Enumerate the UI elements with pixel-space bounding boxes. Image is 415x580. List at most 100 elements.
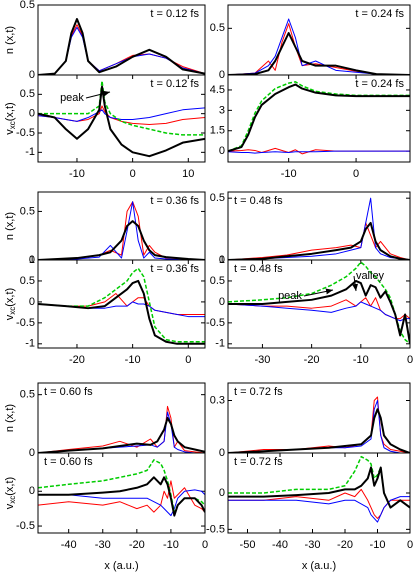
data-line [38,220,205,260]
panel: 0 0.5 t = 0.60 fs n (x,t) [4,382,206,459]
data-line [38,459,205,513]
y-tick-label: 0.5 [20,0,35,11]
y-tick-label: 0 [29,296,35,308]
y-label-rest: (x,t) [4,288,16,307]
panel-frame [37,74,206,163]
panel: 0 0.5 t = 0.48 fs [210,191,411,266]
data-line [38,85,205,158]
data-line [38,417,205,453]
x-tick-label: -20 [129,539,145,551]
data-line [38,279,205,345]
y-label-text: v [4,503,16,509]
panel-frame [37,452,206,534]
x-tick-label: -40 [61,539,77,551]
annotation: peak [278,290,302,302]
y-tick-label: 0.5 [210,192,225,204]
plot-area [38,201,205,260]
plot-area [228,18,410,75]
y-axis-label: vxc(x,t) [4,102,17,134]
x-tick-label: -10 [163,539,179,551]
y-tick-label: 0 [219,145,225,157]
data-line [228,83,410,153]
data-line [38,293,205,315]
x-tick-label: -20 [337,539,353,551]
y-tick-label: 0.5 [20,88,35,100]
x-tick-label: -30 [305,539,321,551]
y-label-text: v [4,314,16,320]
panel-title: t = 0.72 fs [234,386,283,398]
y-tick-label: 0.5 [210,275,225,287]
y-tick-label: 0 [29,108,35,120]
y-label-text: n (x,t) [4,26,16,54]
panel: 0 0.3 t = 0.72 fs [210,382,411,459]
y-tick-label: -1 [25,338,35,350]
plot-area [228,81,410,155]
x-axis-label: x (a.u.) [104,560,138,572]
x-axis-label: x (a.u.) [302,560,336,572]
plot-area [38,459,205,517]
panel-title: t = 0.24 fs [355,78,404,90]
data-line [38,480,205,513]
y-tick-label: 0.5 [210,22,225,34]
y-label-text: n (x,t) [4,212,16,240]
data-line [38,476,205,517]
plot-area [228,261,410,345]
annotation-arrow [85,90,111,99]
x-tick-label: -20 [69,354,85,366]
y-tick-label: -0.5 [16,520,35,532]
x-tick-label: -10 [281,168,297,180]
plot-area [228,396,410,453]
x-tick-label: -30 [254,354,270,366]
data-line [38,18,205,75]
panel: 0 0.5 t = 0.24 fs [210,4,411,81]
panel-frame [227,74,411,163]
x-tick-label: 0 [407,539,413,551]
panel-title: t = 0.48 fs [234,263,283,275]
y-tick-label: 0.5 [20,389,35,401]
data-line [38,267,205,343]
panel: -1 -0.5 0 0.5 1 -30 -20 -10 0 t = 0.48 fs peak vall… [206,254,413,366]
data-line [38,411,205,453]
plot-area [38,18,205,75]
x-tick-label: 0 [185,354,191,366]
panel: -0.5 0 -40 -30 -20 -10 0 t = 0.60 fs vxc(x,t) x (… [4,452,208,572]
x-tick-label: -20 [304,354,320,366]
y-label-text: v [4,129,16,135]
x-tick-label: 0 [202,539,208,551]
panel-title: t = 0.72 fs [234,456,283,468]
y-tick-label: 0.3 [210,394,225,406]
y-tick-label: 1 [219,254,225,266]
y-tick-label: 0 [219,296,225,308]
y-tick-label: 0 [29,69,35,81]
y-tick-label: -0.5 [206,317,225,329]
annotation-arrow [352,275,359,292]
y-tick-label: 0.5 [20,205,35,217]
data-line [228,466,410,509]
x-tick-label: -10 [353,354,369,366]
data-line [38,201,205,260]
panel-title: t = 0.24 fs [355,8,404,20]
y-tick-label: 0 [219,447,225,459]
plot-area [228,455,410,523]
plot-area [38,267,205,345]
y-label-text: n (x,t) [4,404,16,432]
plot-area [38,80,205,158]
y-label-sub: xc [8,496,17,504]
data-line [228,150,410,154]
panel-frame [227,452,411,534]
data-line [228,496,410,523]
x-tick-label: 0 [353,168,359,180]
y-label-sub: xc [8,121,17,129]
panel-title: t = 0.12 fs [150,78,199,90]
plot-area [38,405,205,453]
panel: -0.5 0 -50 -40 -30 -20 -10 0 t = 0.72 fs x (a.u.) [206,452,413,572]
panel: 0 0.5 t = 0.36 fs n (x,t) [4,191,206,266]
y-tick-label: 0 [29,485,35,497]
y-axis-label: vxc(x,t) [4,477,17,509]
y-tick-label: 0 [219,487,225,499]
y-tick-label: 4.5 [210,84,225,96]
y-tick-label: 0.5 [20,275,35,287]
y-label-rest: (x,t) [4,477,16,496]
data-line [38,105,205,125]
panel: -1 -0.5 0 0.5 1 -20 -10 0 t = 0.36 fs vxc(x,t) [4,254,206,366]
